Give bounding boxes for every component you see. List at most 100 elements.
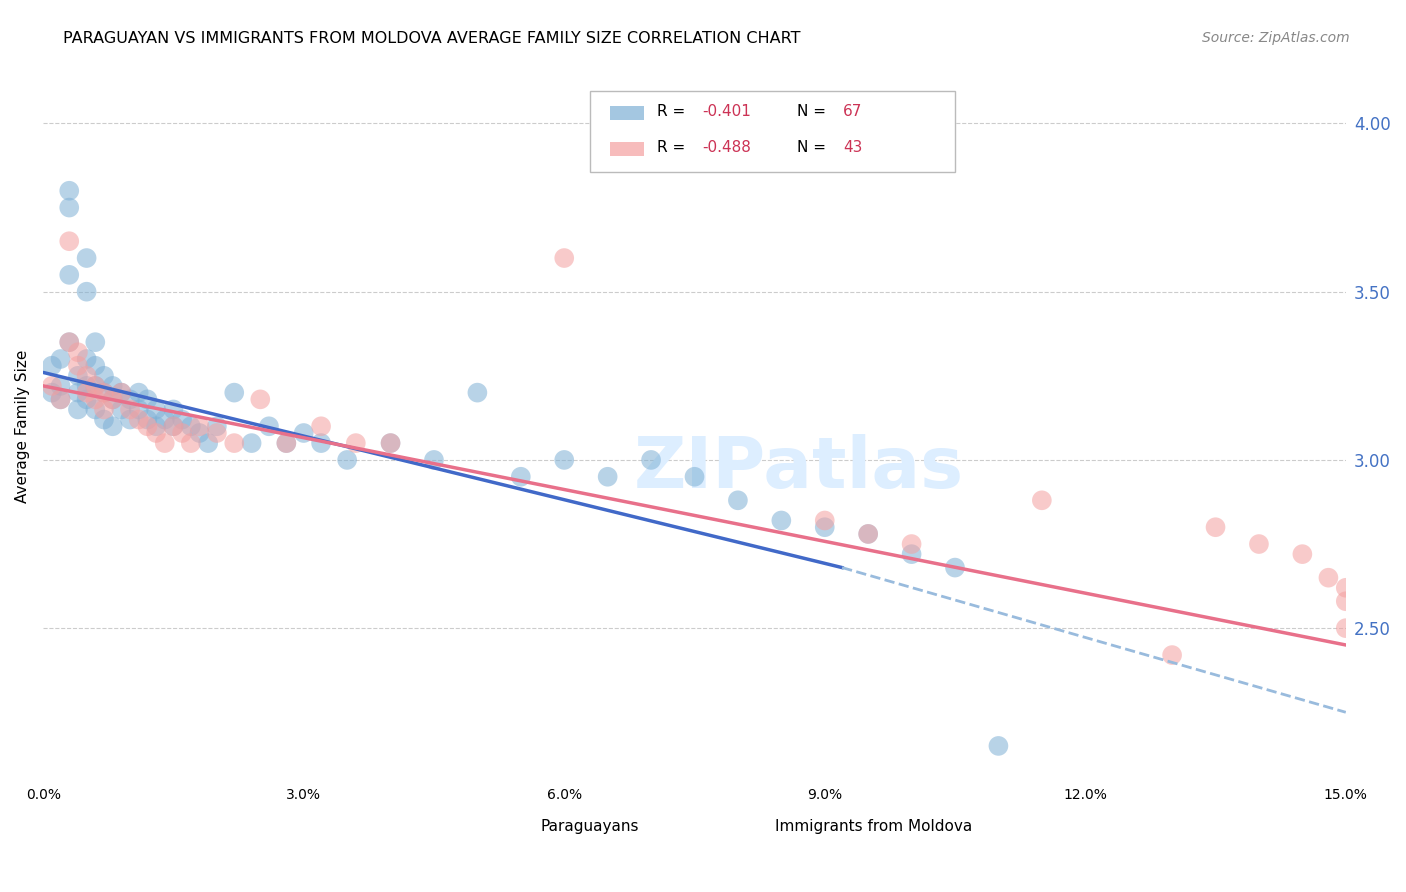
Point — [509, 469, 531, 483]
FancyBboxPatch shape — [610, 106, 644, 120]
Point — [180, 436, 202, 450]
Point — [1031, 493, 1053, 508]
Point — [205, 425, 228, 440]
Point — [76, 251, 98, 265]
Point — [309, 419, 332, 434]
Point — [257, 419, 280, 434]
Point — [856, 527, 879, 541]
Point — [640, 453, 662, 467]
Point — [84, 379, 107, 393]
Point — [1291, 547, 1313, 561]
Text: N =: N = — [797, 104, 831, 120]
Point — [101, 392, 124, 407]
Point — [172, 425, 194, 440]
Point — [84, 392, 107, 407]
Text: Source: ZipAtlas.com: Source: ZipAtlas.com — [1202, 31, 1350, 45]
Point — [118, 402, 141, 417]
Text: Immigrants from Moldova: Immigrants from Moldova — [775, 819, 973, 834]
Point — [856, 527, 879, 541]
Point — [136, 392, 159, 407]
Point — [162, 402, 184, 417]
Point — [180, 419, 202, 434]
Point — [188, 425, 211, 440]
Point — [101, 392, 124, 407]
Text: R =: R = — [657, 140, 690, 154]
Point — [162, 419, 184, 434]
Point — [943, 560, 966, 574]
Point — [76, 351, 98, 366]
Y-axis label: Average Family Size: Average Family Size — [15, 350, 30, 503]
Point — [136, 419, 159, 434]
Point — [118, 392, 141, 407]
Point — [249, 392, 271, 407]
Point — [93, 368, 115, 383]
Point — [1334, 594, 1357, 608]
Point — [727, 493, 749, 508]
Point — [128, 402, 150, 417]
Point — [41, 379, 63, 393]
Point — [380, 436, 402, 450]
Point — [58, 268, 80, 282]
Point — [900, 547, 922, 561]
Point — [66, 359, 89, 373]
FancyBboxPatch shape — [492, 816, 529, 836]
Point — [276, 436, 298, 450]
Point — [423, 453, 446, 467]
Point — [110, 402, 132, 417]
Point — [66, 402, 89, 417]
Point — [172, 412, 194, 426]
Point — [153, 436, 176, 450]
Point — [76, 385, 98, 400]
Point — [76, 285, 98, 299]
Point — [770, 514, 793, 528]
Point — [49, 392, 72, 407]
Point — [145, 402, 167, 417]
Point — [814, 520, 837, 534]
Point — [224, 385, 246, 400]
Point — [58, 184, 80, 198]
Point — [93, 385, 115, 400]
Point — [66, 385, 89, 400]
Point — [344, 436, 367, 450]
Point — [66, 345, 89, 359]
Point — [84, 335, 107, 350]
Text: -0.488: -0.488 — [703, 140, 751, 154]
Point — [93, 385, 115, 400]
Point — [93, 402, 115, 417]
Text: R =: R = — [657, 104, 690, 120]
Text: 43: 43 — [844, 140, 862, 154]
Point — [76, 379, 98, 393]
Point — [276, 436, 298, 450]
Point — [153, 412, 176, 426]
Point — [900, 537, 922, 551]
Point — [128, 385, 150, 400]
Point — [1334, 621, 1357, 635]
Point — [292, 425, 315, 440]
Point — [58, 335, 80, 350]
Point — [145, 419, 167, 434]
Point — [197, 436, 219, 450]
Point — [467, 385, 489, 400]
Point — [553, 453, 575, 467]
Point — [84, 379, 107, 393]
Point — [76, 392, 98, 407]
Point — [162, 419, 184, 434]
Point — [145, 425, 167, 440]
Point — [101, 419, 124, 434]
Point — [49, 351, 72, 366]
Point — [58, 335, 80, 350]
Point — [1334, 581, 1357, 595]
Point — [1247, 537, 1270, 551]
Point — [110, 385, 132, 400]
Point — [224, 436, 246, 450]
Point — [336, 453, 359, 467]
Text: -0.401: -0.401 — [703, 104, 751, 120]
Point — [683, 469, 706, 483]
Point — [987, 739, 1010, 753]
Point — [76, 368, 98, 383]
Point — [380, 436, 402, 450]
FancyBboxPatch shape — [591, 91, 955, 172]
Point — [814, 514, 837, 528]
Point — [49, 392, 72, 407]
Point — [136, 412, 159, 426]
